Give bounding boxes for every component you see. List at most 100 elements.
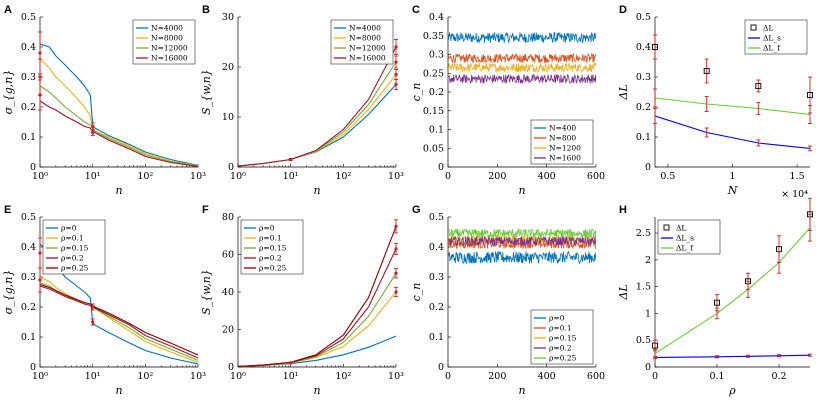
y-tick-label: 10 — [222, 112, 234, 123]
x-axis-label: n — [313, 184, 320, 197]
series-line — [448, 235, 596, 247]
y-tick-label: 0.4 — [21, 242, 36, 253]
x-tick-label: 10³ — [190, 171, 206, 182]
series-line — [238, 335, 396, 367]
y-tick-label: 0.4 — [21, 42, 36, 53]
legend-F: ρ=0ρ=0.1ρ=0.15ρ=0.2ρ=0.25 — [240, 219, 304, 275]
y-tick-label: 0.2 — [429, 302, 444, 313]
series-line — [448, 227, 596, 239]
panel-C: 0 0.05 0.1 0.15 0.2 0.25 0.3 0.35 0.4 0 200 400 600 n… — [410, 4, 605, 197]
y-tick-label: 0.2 — [21, 302, 36, 313]
x-tick-label: 10² — [335, 371, 351, 382]
y-tick-label: 0.1 — [21, 332, 36, 343]
x-axis-label: N — [727, 184, 738, 197]
legend-E: ρ=0ρ=0.1ρ=0.15ρ=0.2ρ=0.25 — [42, 219, 106, 275]
data-point — [807, 92, 813, 98]
x-tick-label: 200 — [488, 371, 506, 382]
data-point — [394, 60, 398, 64]
x-tick-label: 400 — [538, 171, 556, 182]
legend-label: ρ=0 — [259, 224, 275, 233]
legend-label: ΔL_s — [763, 34, 781, 43]
series-line — [40, 58, 198, 167]
y-tick-label: 1.5 — [636, 282, 651, 293]
series-line — [655, 97, 810, 116]
y-axis-label: σ_{g,n} — [2, 70, 15, 115]
y-tick-label: 0.4 — [429, 242, 444, 253]
legend-label: ρ=0.1 — [259, 234, 282, 243]
y-tick-label: 0 — [228, 362, 234, 373]
y-axis-label: ΔL — [617, 284, 630, 300]
legend-label: ΔL — [676, 224, 686, 233]
plot-area-F — [238, 226, 396, 367]
x-tick-label: 600 — [587, 171, 605, 182]
x-tick-label: 10¹ — [283, 171, 299, 182]
legend-swatch — [750, 24, 757, 31]
legend-label: N=16000 — [151, 54, 188, 63]
x-axis-label: n — [518, 184, 525, 197]
x-axis-label: n — [518, 384, 525, 397]
y-tick-label: 0.15 — [423, 106, 444, 117]
plot-area-G — [448, 227, 596, 264]
legend-label: N=4000 — [151, 24, 183, 33]
series-line — [448, 73, 596, 85]
y-tick-label: 0.3 — [21, 272, 36, 283]
legend-label: ρ=0.15 — [61, 244, 89, 253]
data-point — [652, 44, 658, 50]
legend-swatch — [663, 224, 670, 231]
x-tick-label: 10⁰ — [32, 371, 48, 382]
data-point — [38, 51, 42, 55]
x-tick-label: 10⁰ — [230, 371, 246, 382]
x-tick-label: 10⁰ — [32, 171, 48, 182]
series-line — [448, 52, 596, 65]
legend-label: ρ=0.25 — [61, 264, 89, 273]
plot-area-D — [655, 97, 810, 149]
y-tick-label: 20 — [222, 325, 234, 336]
x-tick-label: 1.5 — [790, 171, 805, 182]
legend-label: ΔL_f — [763, 44, 781, 53]
y-tick-label: 0.5 — [21, 212, 36, 223]
legend-label: ρ=0.25 — [549, 354, 577, 363]
panel-letter: C — [412, 4, 420, 16]
panel-G: 00.10.20.30.40.50 200 400 600nc_nGρ=0ρ=0.1ρ… — [410, 204, 605, 397]
legend-label: N=16000 — [349, 54, 386, 63]
x-tick-label: 0.5 — [660, 171, 675, 182]
data-point — [652, 342, 658, 349]
series-line — [238, 74, 396, 167]
y-tick-label: 0.1 — [429, 125, 444, 136]
y-axis-label: S_{w,n} — [200, 69, 213, 115]
y-tick-label: 0.4 — [636, 42, 651, 53]
legend-label: ρ=0.1 — [549, 324, 572, 333]
series-line — [238, 226, 396, 367]
series-line — [448, 250, 596, 264]
series-line — [40, 283, 198, 356]
panel-letter: G — [412, 204, 421, 216]
y-tick-label: 2 — [645, 255, 651, 266]
y-tick-label: 40 — [222, 287, 234, 298]
data-point — [714, 299, 720, 306]
x-tick-label: 200 — [488, 171, 506, 182]
data-point — [38, 93, 42, 97]
y-tick-label: 0 — [645, 362, 651, 373]
x-axis-label: n — [115, 384, 122, 397]
data-point — [394, 290, 398, 294]
legend-label: ρ=0 — [549, 314, 565, 323]
y-axis-label: σ_{g,n} — [2, 270, 15, 315]
data-point — [38, 75, 42, 79]
y-tick-label: 0.5 — [636, 335, 651, 346]
y-tick-label: 20 — [222, 62, 234, 73]
data-point — [755, 83, 762, 89]
y-axis-label: c_n — [410, 283, 423, 302]
plot-area-C — [448, 31, 596, 85]
legend-label: ρ=0.15 — [259, 244, 287, 253]
y-tick-label: 0.5 — [429, 212, 444, 223]
legend-label: N=8000 — [151, 34, 183, 43]
data-point — [91, 305, 95, 309]
y-tick-label: 1 — [645, 308, 651, 319]
data-point — [394, 271, 398, 275]
panel-A: 0 0.1 0.2 0.3 0.4 0.5 10⁰ 10¹ 10² 10³ n σ_{g,n} A N=4… — [2, 4, 206, 197]
